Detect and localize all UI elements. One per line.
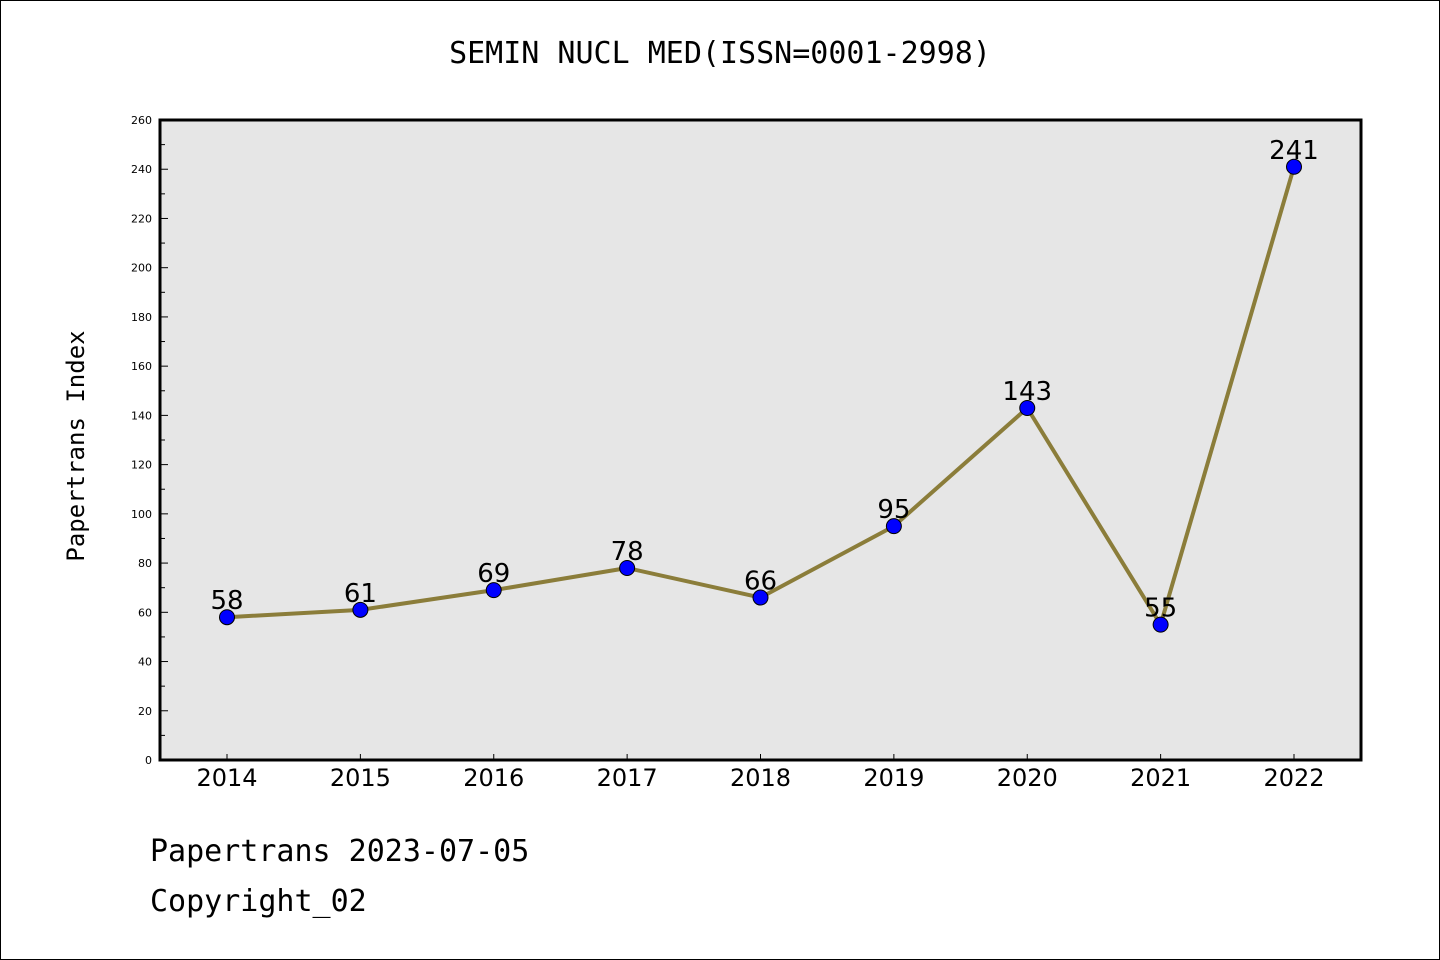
y-tick-label: 160 <box>131 360 152 373</box>
data-label: 78 <box>611 537 644 567</box>
x-tick-label: 2016 <box>463 764 524 792</box>
y-tick-label: 60 <box>138 606 152 619</box>
x-tick-label: 2015 <box>330 764 391 792</box>
y-tick-label: 80 <box>138 557 152 570</box>
footer-date: Papertrans 2023-07-05 <box>150 834 530 869</box>
plot-border <box>158 118 1363 762</box>
data-label: 143 <box>1002 377 1052 407</box>
plot-area <box>160 120 1361 760</box>
data-point <box>1019 400 1036 416</box>
data-label: 58 <box>210 586 243 616</box>
data-point <box>485 582 502 599</box>
x-tick-label: 2017 <box>597 764 658 792</box>
y-tick-label: 140 <box>131 409 152 422</box>
data-point <box>352 601 369 618</box>
y-axis: 0 20 40 60 80 100 120 140 160 180 200 220 240 260 <box>131 114 168 767</box>
y-tick-label: 20 <box>138 705 152 718</box>
y-tick-label: 180 <box>131 311 152 324</box>
y-tick-label: 120 <box>131 459 152 472</box>
x-tick-label: 2020 <box>997 764 1058 792</box>
footer-copyright: Copyright_02 <box>150 884 367 919</box>
data-label: 95 <box>877 495 910 525</box>
data-label: 55 <box>1144 594 1177 624</box>
data-point <box>219 609 235 626</box>
data-point <box>752 589 769 606</box>
data-point <box>1152 616 1169 633</box>
y-tick-label: 40 <box>138 656 152 669</box>
y-tick-label: 220 <box>131 212 152 225</box>
y-tick-label: 200 <box>131 262 152 275</box>
x-axis: 2014 2015 2016 2017 2018 2019 2020 2021 2022 <box>196 754 1325 792</box>
data-point <box>619 560 636 576</box>
y-tick-label: 100 <box>131 508 152 521</box>
x-tick-label: 2014 <box>196 764 257 792</box>
x-tick-label: 2021 <box>1130 764 1191 792</box>
chart-title: SEMIN NUCL MED(ISSN=0001-2998) <box>449 36 991 71</box>
x-tick-label: 2022 <box>1263 764 1324 792</box>
y-tick-label: 0 <box>145 754 152 767</box>
x-tick-label: 2019 <box>863 764 924 792</box>
data-label: 69 <box>477 559 510 589</box>
data-point <box>885 518 902 535</box>
data-label: 241 <box>1269 136 1319 166</box>
data-point <box>1286 158 1302 175</box>
y-tick-label: 260 <box>131 114 152 127</box>
data-label: 66 <box>744 567 777 597</box>
data-label: 61 <box>344 579 377 609</box>
series-group: 58 61 69 78 66 95 143 55 241 <box>210 136 1319 633</box>
y-tick-label: 240 <box>131 163 152 176</box>
x-tick-label: 2018 <box>730 764 791 792</box>
